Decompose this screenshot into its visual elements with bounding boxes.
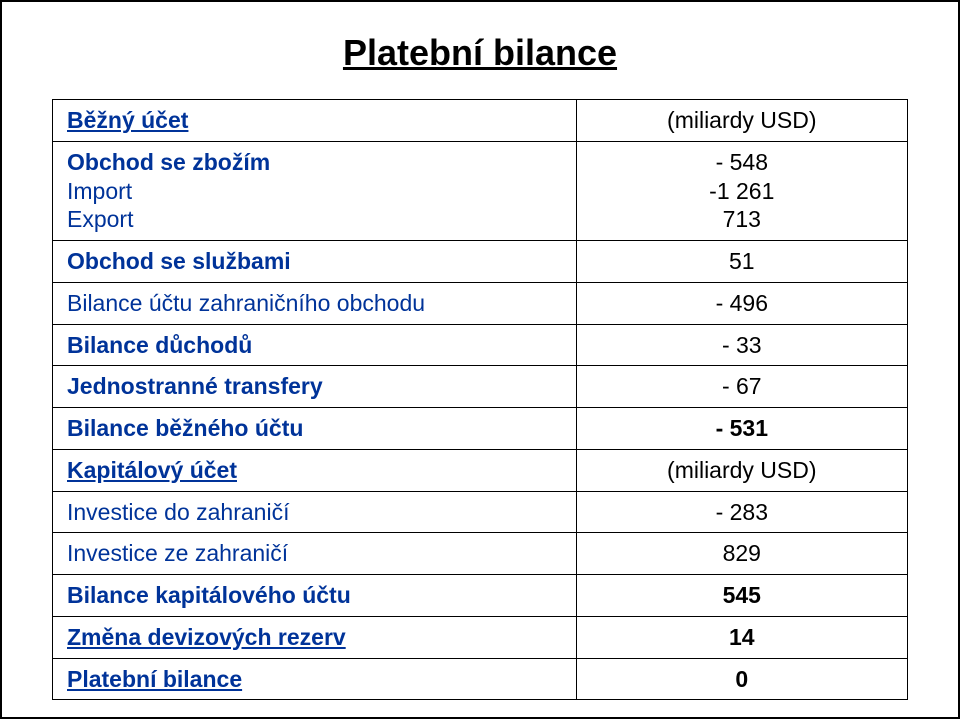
row-label: Bilance účtu zahraničního obchodu [53,282,577,324]
slide-title: Platební bilance [52,32,908,74]
row-value: - 548 -1 261 713 [576,141,907,240]
table-row: Změna devizových rezerv14 [53,616,908,658]
balance-table-body: Běžný účet(miliardy USD)Obchod se zbožím… [53,100,908,700]
row-value: (miliardy USD) [576,449,907,491]
row-label: Investice do zahraničí [53,491,577,533]
row-label: Bilance běžného účtu [53,408,577,450]
row-label-sub: Import [67,178,132,204]
balance-table: Běžný účet(miliardy USD)Obchod se zbožím… [52,99,908,700]
table-row: Kapitálový účet(miliardy USD) [53,449,908,491]
row-label: Kapitálový účet [53,449,577,491]
row-label: Bilance důchodů [53,324,577,366]
slide-container: Platební bilance Běžný účet(miliardy USD… [0,0,960,719]
row-value: 14 [576,616,907,658]
row-value: 51 [576,241,907,283]
row-label: Obchod se službami [53,241,577,283]
table-row: Jednostranné transfery- 67 [53,366,908,408]
table-row: Platební bilance0 [53,658,908,700]
row-value: 545 [576,575,907,617]
table-row: Bilance důchodů- 33 [53,324,908,366]
row-label-main: Obchod se zbožím [67,149,270,175]
row-value: - 531 [576,408,907,450]
table-row: Investice ze zahraničí829 [53,533,908,575]
row-value: - 283 [576,491,907,533]
row-label: Jednostranné transfery [53,366,577,408]
row-label: Změna devizových rezerv [53,616,577,658]
table-row: Bilance běžného účtu- 531 [53,408,908,450]
row-value: (miliardy USD) [576,100,907,142]
table-row: Obchod se službami51 [53,241,908,283]
table-row: Bilance kapitálového účtu545 [53,575,908,617]
table-row: Obchod se zbožím ImportExport - 548 -1 261… [53,141,908,240]
row-label: Bilance kapitálového účtu [53,575,577,617]
table-row: Běžný účet(miliardy USD) [53,100,908,142]
row-value: - 67 [576,366,907,408]
row-label: Platební bilance [53,658,577,700]
row-value: - 496 [576,282,907,324]
row-label: Investice ze zahraničí [53,533,577,575]
row-label: Obchod se zbožím ImportExport [53,141,577,240]
table-row: Investice do zahraničí- 283 [53,491,908,533]
row-value: 0 [576,658,907,700]
table-row: Bilance účtu zahraničního obchodu- 496 [53,282,908,324]
row-value: - 33 [576,324,907,366]
row-label: Běžný účet [53,100,577,142]
row-label-sub: Export [67,206,133,232]
row-value: 829 [576,533,907,575]
